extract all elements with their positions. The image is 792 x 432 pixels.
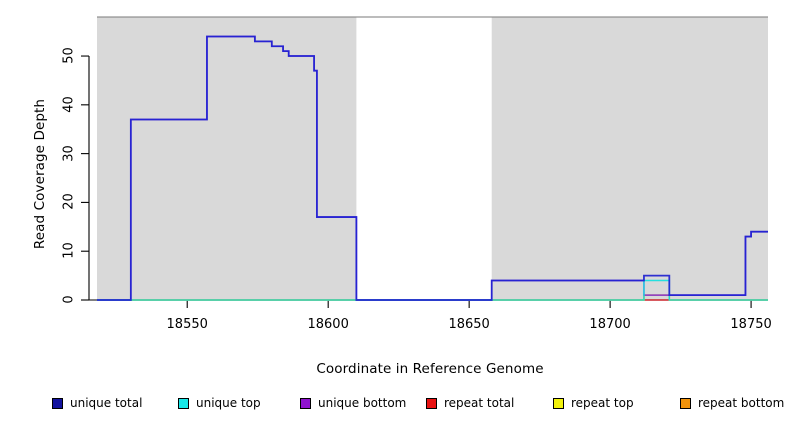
legend-item-unique-bottom: unique bottom bbox=[300, 396, 406, 410]
x-tick-label-4: 18750 bbox=[730, 317, 772, 332]
x-axis-title: Coordinate in Reference Genome bbox=[316, 361, 544, 377]
legend-swatch-icon bbox=[178, 397, 189, 409]
chart-legend: unique total unique top unique bottom repea… bbox=[0, 396, 792, 422]
legend-swatch-icon bbox=[300, 397, 311, 409]
x-tick-label-3: 18700 bbox=[589, 317, 631, 332]
x-tick-label-0: 18550 bbox=[166, 317, 208, 332]
y-tick-label-3: 30 bbox=[61, 144, 77, 162]
legend-label: repeat top bbox=[571, 396, 634, 410]
x-tick-label-1: 18600 bbox=[307, 317, 349, 332]
shaded-region-0 bbox=[97, 17, 357, 300]
legend-label: unique bottom bbox=[318, 396, 407, 410]
x-tick-label-2: 18650 bbox=[448, 317, 490, 332]
legend-item-unique-total: unique total bbox=[52, 396, 142, 410]
legend-swatch-icon bbox=[680, 397, 691, 409]
y-tick-label-5: 50 bbox=[61, 47, 77, 64]
y-tick-label-1: 10 bbox=[61, 242, 77, 259]
y-axis-title: Read Coverage Depth bbox=[32, 98, 48, 250]
legend-swatch-icon bbox=[426, 397, 437, 409]
series-line-unique-top bbox=[97, 279, 768, 301]
legend-swatch-icon bbox=[553, 397, 564, 409]
legend-label: unique total bbox=[70, 396, 143, 410]
legend-label: unique top bbox=[196, 396, 261, 410]
legend-label: repeat bottom bbox=[698, 396, 785, 410]
y-tick-label-2: 20 bbox=[61, 193, 77, 211]
legend-swatch-icon bbox=[52, 397, 63, 409]
y-tick-label-0: 0 bbox=[61, 295, 77, 304]
legend-item-unique-top: unique top bbox=[178, 396, 261, 410]
y-tick-label-4: 40 bbox=[61, 96, 77, 113]
legend-item-repeat-top: repeat top bbox=[553, 396, 634, 410]
legend-item-repeat-total: repeat total bbox=[426, 396, 514, 410]
series-line-unique-total bbox=[97, 35, 768, 301]
legend-item-repeat-bottom: repeat bottom bbox=[680, 396, 784, 410]
shaded-region-1 bbox=[491, 17, 768, 300]
legend-label: repeat total bbox=[444, 396, 515, 410]
